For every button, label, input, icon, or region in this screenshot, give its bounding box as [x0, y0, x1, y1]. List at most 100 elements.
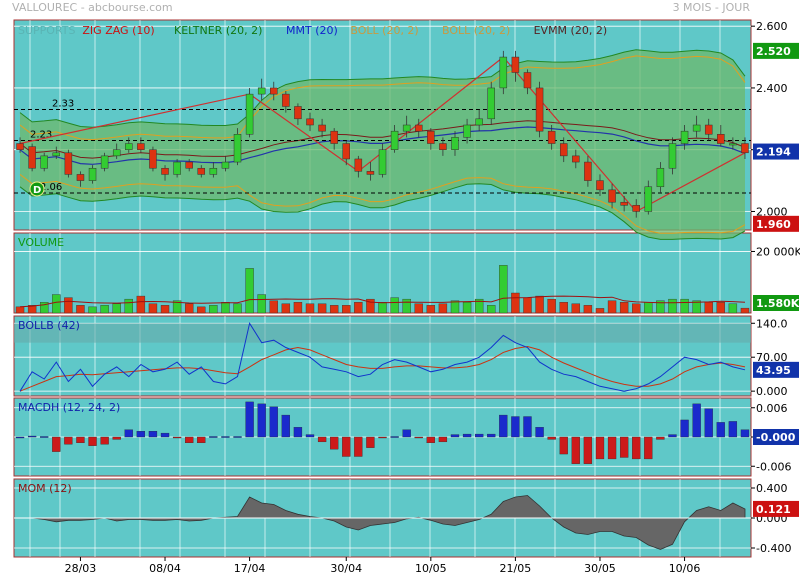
macdh-bar [64, 436, 73, 445]
candle-body [511, 56, 520, 73]
macdh-bar [52, 436, 61, 452]
volume-bar [595, 308, 605, 314]
candle-body [366, 171, 375, 175]
mom-legend: MOM (12) [18, 482, 72, 495]
price-axis-tick-label: 2.400 [756, 82, 788, 95]
chart-symbol-title: VALLOUREC - abcbourse.com [12, 1, 173, 14]
macdh-bar [100, 436, 109, 445]
x-axis-label: 30/05 [584, 562, 616, 575]
candle-body [330, 130, 338, 144]
macdh-bar [704, 408, 713, 438]
candle-body [294, 106, 302, 120]
macdh-bar [511, 416, 520, 438]
macdh-bar [656, 436, 665, 440]
candle-body [547, 130, 556, 144]
keltner-lower-line [19, 183, 746, 240]
candle-body [137, 143, 145, 150]
macdh-bar [499, 414, 508, 438]
volume-bar [728, 303, 738, 314]
volume-bar [52, 294, 61, 314]
macdh-axis-tick-label: -0.006 [756, 460, 791, 473]
macdh-bar [716, 422, 725, 438]
volume-bar [414, 303, 423, 314]
price-last-value-box [753, 143, 799, 160]
boll-lower-line [19, 174, 746, 234]
candle-body [76, 174, 85, 181]
bollb-axis-tick-label: 70.00 [756, 351, 788, 364]
volume-bar [571, 303, 581, 314]
volume-bar [40, 302, 49, 314]
macdh-bar [595, 436, 605, 460]
volume-bar [607, 300, 617, 314]
volume-bar [15, 306, 25, 314]
macdh-bar [644, 436, 653, 460]
volume-bar [438, 303, 448, 314]
keltner-upper-line [19, 49, 746, 128]
mom-last-value-box [753, 500, 799, 517]
candle-body [233, 134, 242, 163]
volume-bar [559, 302, 568, 314]
support-label: 2.06 [40, 182, 62, 193]
candle-body [173, 161, 181, 175]
candle-body [257, 87, 266, 95]
volume-bar [88, 306, 97, 314]
volume-bar [535, 295, 544, 314]
price-last-value: 2.194 [756, 146, 791, 159]
candle-body [656, 167, 665, 188]
candle-body [729, 143, 737, 146]
bollb-last-value-box [753, 361, 799, 378]
candle-body [741, 143, 749, 154]
x-axis-label: 10/05 [415, 562, 447, 575]
macdh-bar [571, 436, 580, 464]
support-label: 2.23 [30, 129, 52, 140]
macdh-bar [740, 429, 750, 438]
price-legend-item: MMT (20) [286, 24, 338, 37]
volume-bar [450, 300, 460, 314]
candle-body [620, 201, 628, 206]
candle-body [52, 152, 61, 157]
candle-body [221, 161, 230, 169]
macdh-bar [160, 432, 170, 438]
macdh-bar [185, 436, 194, 443]
volume-bar [656, 300, 665, 314]
volume-bar [668, 298, 677, 314]
macdh-bar [438, 436, 448, 443]
volume-bar [499, 265, 508, 314]
candle-body [535, 87, 544, 132]
macdh-bar [414, 436, 423, 439]
volume-last-value: 1.580K [756, 297, 800, 310]
volume-bar [76, 305, 85, 314]
macdh-bar [15, 436, 25, 439]
volume-bar [354, 302, 363, 314]
price-low-value-box [753, 215, 799, 232]
x-axis-label: 17/04 [234, 562, 266, 575]
volume-bar [342, 305, 351, 314]
volume-bar [257, 294, 266, 314]
volume-bar [100, 305, 109, 314]
volume-last-value-box [753, 295, 799, 311]
candle-body [197, 167, 206, 175]
candle-body [40, 155, 48, 169]
macdh-bar [172, 436, 182, 439]
mmt-line [19, 126, 746, 165]
mom-last-value: 0.121 [756, 503, 791, 516]
candle-body [427, 130, 435, 144]
panel-volume [13, 232, 752, 314]
candle-body [632, 205, 640, 212]
volume-bar [281, 303, 291, 314]
candle-body [342, 143, 351, 160]
price-legend-item: ZIG ZAG (10) [82, 24, 154, 37]
macdh-legend: MACDH (12, 24, 2) [18, 401, 120, 414]
volume-bar [124, 298, 133, 314]
price-high-value-box [753, 42, 799, 59]
candle-body [692, 124, 701, 132]
volume-bar [523, 297, 532, 314]
price-low-value: 1.960 [756, 218, 791, 231]
macdh-bar [354, 436, 363, 457]
macdh-bar [475, 433, 484, 438]
candle-body [680, 130, 689, 144]
x-axis-label: 10/06 [669, 562, 701, 575]
macdh-bar [209, 436, 218, 438]
volume-legend: VOLUME [18, 236, 64, 249]
price-axis-tick-label: 2.600 [756, 20, 788, 33]
